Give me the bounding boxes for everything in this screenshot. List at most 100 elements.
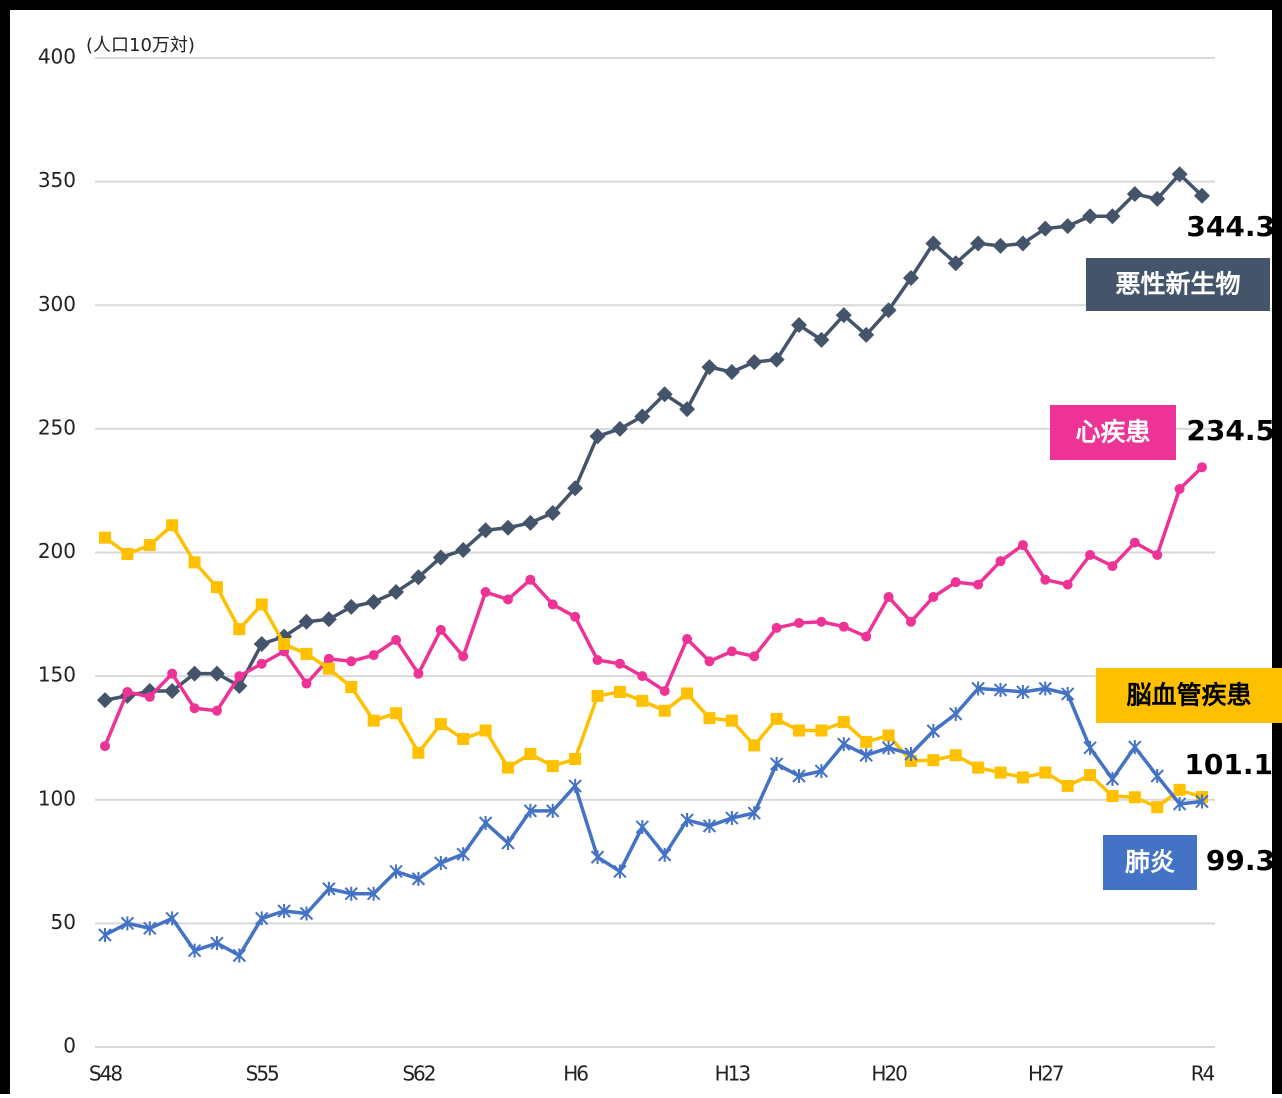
data-point	[522, 514, 539, 531]
data-point	[972, 761, 985, 774]
data-point	[682, 634, 693, 645]
marker	[657, 847, 672, 862]
marker	[457, 732, 470, 745]
data-point	[547, 599, 558, 610]
marker	[455, 542, 472, 559]
marker	[793, 724, 806, 737]
data-point	[390, 707, 403, 720]
data-point	[1038, 681, 1052, 696]
data-point	[188, 556, 201, 569]
marker	[882, 729, 895, 742]
marker	[995, 556, 1006, 567]
data-point	[1039, 766, 1052, 779]
data-point	[771, 622, 782, 633]
marker	[1061, 779, 1074, 792]
y-tick-label: 350	[38, 168, 76, 192]
marker	[255, 911, 269, 926]
marker	[346, 656, 357, 667]
marker	[301, 678, 312, 689]
marker	[410, 569, 427, 586]
marker	[993, 682, 1008, 697]
data-point	[432, 549, 449, 566]
marker	[634, 408, 651, 425]
data-point	[1104, 208, 1121, 225]
data-point	[1017, 540, 1028, 551]
data-point	[882, 729, 895, 742]
data-point	[635, 819, 650, 834]
data-point	[412, 746, 425, 759]
marker	[368, 650, 379, 661]
marker	[703, 712, 716, 725]
data-point	[164, 682, 181, 699]
marker	[480, 587, 491, 598]
marker	[187, 943, 202, 958]
marker	[815, 724, 828, 737]
marker	[1017, 540, 1028, 551]
data-point	[256, 658, 267, 669]
data-point	[166, 519, 179, 532]
marker	[344, 886, 358, 901]
data-point	[99, 531, 111, 544]
marker	[747, 806, 761, 821]
marker	[701, 359, 718, 376]
data-point	[457, 732, 470, 745]
marker	[950, 577, 961, 588]
data-point	[723, 364, 740, 381]
marker	[1128, 791, 1141, 804]
marker	[365, 593, 382, 610]
marker	[725, 811, 739, 826]
data-point	[704, 656, 715, 667]
data-point	[1129, 537, 1140, 548]
marker	[1082, 208, 1099, 225]
marker	[389, 864, 403, 879]
marker	[232, 948, 247, 963]
data-point	[613, 864, 627, 879]
data-point	[746, 354, 763, 371]
marker	[704, 656, 715, 667]
marker	[211, 705, 222, 716]
data-point	[98, 927, 112, 942]
data-point	[681, 687, 694, 700]
data-point	[590, 850, 605, 865]
marker	[1149, 190, 1166, 207]
x-tick-label: S55	[246, 1062, 278, 1086]
marker	[522, 514, 539, 531]
y-tick-label: 300	[38, 292, 76, 316]
data-point	[320, 611, 337, 628]
data-point	[210, 936, 224, 951]
marker	[320, 611, 337, 628]
data-point	[480, 587, 491, 598]
data-point	[971, 681, 985, 696]
data-point	[883, 592, 894, 603]
marker	[769, 756, 784, 771]
data-point	[659, 685, 670, 696]
marker	[143, 539, 156, 552]
data-point	[1082, 208, 1099, 225]
marker	[456, 847, 470, 862]
data-point	[973, 579, 984, 590]
data-point	[838, 621, 849, 632]
marker	[791, 317, 808, 334]
data-point	[144, 691, 155, 702]
data-point	[122, 686, 133, 697]
data-point	[657, 847, 672, 862]
data-point	[434, 856, 448, 871]
data-point	[367, 714, 380, 727]
data-point	[1195, 794, 1209, 809]
data-point	[186, 665, 203, 682]
marker	[253, 635, 270, 652]
marker	[970, 235, 987, 252]
marker	[1197, 462, 1207, 473]
data-point	[793, 724, 806, 737]
data-point	[210, 581, 223, 594]
data-point	[1016, 771, 1029, 784]
data-point	[1084, 769, 1097, 782]
marker	[947, 255, 964, 272]
legend-label: 心疾患	[1075, 418, 1150, 447]
data-point	[726, 646, 737, 657]
data-point	[1171, 166, 1188, 183]
data-point	[502, 594, 513, 605]
marker	[589, 428, 606, 445]
